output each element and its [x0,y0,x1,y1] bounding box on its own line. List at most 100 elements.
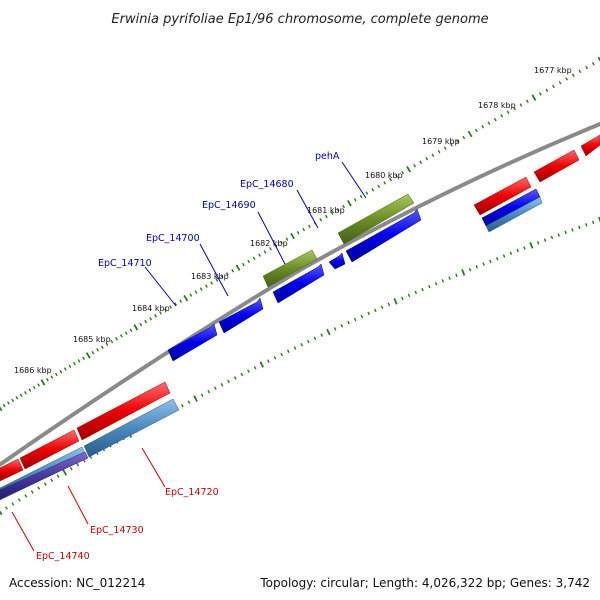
cds-feature-pehA[interactable] [345,208,422,263]
gene-label-epc14710[interactable]: EpC_14710 [98,258,152,269]
major-tick [40,379,46,386]
gene-label-epc14700[interactable]: EpC_14700 [146,233,200,244]
gene-feature-ep14680[interactable] [262,249,318,288]
minor-tick [11,398,15,403]
cds-feature-right-3[interactable] [580,134,600,157]
genome-backbone [0,121,600,467]
minor-tick [353,317,357,322]
minor-tick [407,293,411,298]
minor-tick [421,287,424,292]
ruler-label: 1679 kbp [422,137,460,146]
minor-tick [401,170,405,175]
minor-tick [387,302,391,307]
minor-tick [389,177,393,182]
minor-tick [557,233,560,237]
minor-tick [159,311,162,315]
minor-tick [313,336,317,341]
minor-tick [500,114,504,118]
minor-tick [564,230,567,235]
cds-feature-right-1[interactable] [473,176,532,216]
minor-tick [269,247,272,251]
gene-label-epc14680[interactable]: EpC_14680 [240,179,294,190]
gene-feature-ep14740[interactable] [0,451,89,500]
minor-tick [252,256,256,261]
major-tick [259,361,265,368]
minor-tick [481,125,485,129]
minor-tick [395,174,399,178]
cds-feature-ep14720[interactable] [76,381,171,441]
cds-feature-ep14690[interactable] [272,263,325,304]
minor-tick [180,403,184,408]
minor-tick [215,278,219,282]
minor-tick [6,401,10,405]
minor-tick [468,267,472,272]
minor-tick [19,393,23,398]
minor-tick [558,80,562,85]
minor-tick [506,110,510,115]
minor-tick [519,103,523,107]
minor-tick [96,348,100,352]
outer-tick-ring [0,56,600,412]
ruler-label: 1678 kbp [478,101,516,110]
cds-feature-ep14700[interactable] [218,297,264,334]
minor-tick [50,375,54,379]
minor-tick [24,391,27,395]
major-tick [0,510,3,516]
cds-feature-ep14730[interactable] [19,429,80,470]
cds-feature-right-2[interactable] [533,149,580,183]
gene-label-epc14720[interactable]: EpC_14720 [165,487,219,498]
minor-tick [441,279,445,283]
minor-tick [263,250,267,254]
major-tick [467,130,473,138]
minor-tick [76,463,80,467]
major-tick [290,232,295,240]
gene-feature-ep14720[interactable] [83,398,180,458]
minor-tick [320,333,324,337]
ruler-label: 1686 kbp [14,366,52,375]
minor-tick [377,184,381,189]
minor-tick [462,135,466,140]
gene-label-epc14730[interactable]: EpC_14730 [90,525,144,536]
minor-tick [199,287,203,291]
minor-tick [69,466,73,471]
minor-tick [431,153,435,157]
minor-tick [45,377,49,382]
gene-label-epc14740[interactable]: EpC_14740 [36,551,90,562]
minor-tick [383,181,387,185]
minor-tick [73,361,76,366]
minor-tick [493,117,497,122]
minor-tick [220,382,224,387]
minor-tick [585,65,589,70]
minor-tick [15,396,19,400]
cds-feature-ep14680[interactable] [328,252,346,270]
ruler-label: 1682 kbp [250,239,288,248]
minor-tick [32,385,36,390]
gene-label-epc14690[interactable]: EpC_14690 [202,200,256,211]
minor-tick [425,157,429,161]
minor-tick [139,322,143,327]
minor-tick [571,73,575,77]
minor-tick [487,121,491,125]
cds-feature-ep14740[interactable] [0,458,24,482]
gene-label-pehA[interactable]: pehA [315,151,340,162]
gene-feature-right-2[interactable] [485,196,543,233]
cds-feature-ep14710[interactable] [167,323,218,362]
minor-tick [536,240,540,245]
minor-tick [302,227,306,232]
minor-tick [100,345,104,349]
minor-tick [571,228,574,232]
minor-tick [210,281,214,285]
ruler-label: 1677 kbp [534,66,572,75]
minor-tick [509,251,513,256]
minor-tick [413,163,417,168]
minor-tick [374,308,377,313]
minor-tick [353,198,357,202]
minor-tick [455,273,458,277]
major-tick [531,94,537,101]
gene-feature-pehA[interactable] [337,193,415,245]
minor-tick [552,84,555,89]
minor-tick [448,276,451,280]
minor-tick [336,208,340,212]
map-title: Erwinia pyrifoliae Ep1/96 chromosome, co… [111,12,488,27]
minor-tick [495,256,499,261]
